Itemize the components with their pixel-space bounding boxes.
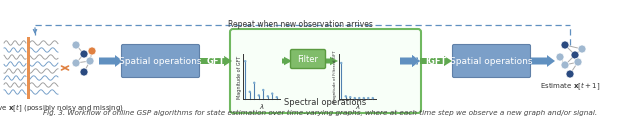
Text: GFT: GFT (207, 57, 225, 66)
Text: Spatial operations: Spatial operations (119, 57, 202, 66)
Circle shape (266, 95, 269, 97)
Circle shape (244, 60, 246, 62)
Circle shape (556, 53, 564, 61)
FancyBboxPatch shape (122, 44, 200, 77)
Circle shape (72, 41, 80, 49)
Text: Repeat when new observation arrives: Repeat when new observation arrives (228, 20, 372, 29)
Text: Spectral operations: Spectral operations (284, 98, 366, 107)
Circle shape (257, 94, 260, 97)
Circle shape (358, 97, 360, 99)
Text: IGFT: IGFT (426, 57, 447, 66)
Circle shape (571, 51, 579, 59)
Circle shape (561, 61, 569, 69)
Text: Observe $\mathbf{x}[t]$ (possibly noisy and missing): Observe $\mathbf{x}[t]$ (possibly noisy … (0, 103, 124, 115)
Polygon shape (200, 56, 232, 66)
Circle shape (72, 59, 80, 67)
Circle shape (248, 91, 251, 93)
Text: Estimate $\mathbf{x}[t+1]$: Estimate $\mathbf{x}[t+1]$ (540, 80, 600, 91)
Text: Magnitude of GFT: Magnitude of GFT (237, 55, 241, 99)
Circle shape (367, 97, 369, 99)
Circle shape (276, 96, 278, 98)
Circle shape (566, 70, 574, 78)
Polygon shape (282, 57, 292, 65)
Polygon shape (412, 55, 420, 67)
Polygon shape (531, 55, 555, 67)
Circle shape (80, 68, 88, 76)
Circle shape (578, 45, 586, 53)
FancyBboxPatch shape (291, 49, 326, 68)
Polygon shape (99, 55, 123, 67)
Circle shape (372, 97, 374, 99)
Text: $\lambda$: $\lambda$ (355, 102, 360, 111)
Text: Magnitude of Filtered GFT: Magnitude of Filtered GFT (333, 51, 337, 103)
Circle shape (80, 50, 88, 58)
Circle shape (253, 82, 255, 84)
Circle shape (353, 97, 356, 99)
Circle shape (271, 92, 273, 95)
Text: Fig. 3. Workflow of online GSP algorithms for state estimation over time-varying: Fig. 3. Workflow of online GSP algorithm… (43, 110, 597, 116)
Text: $\lambda$: $\lambda$ (259, 102, 264, 111)
Circle shape (349, 96, 351, 98)
Bar (27, 37, 29, 99)
FancyBboxPatch shape (452, 44, 531, 77)
Polygon shape (324, 57, 338, 65)
Polygon shape (420, 56, 452, 66)
Circle shape (362, 97, 365, 99)
Polygon shape (400, 55, 420, 67)
Circle shape (262, 89, 264, 91)
Circle shape (574, 58, 582, 66)
Circle shape (340, 62, 342, 64)
Circle shape (561, 41, 569, 49)
Circle shape (344, 95, 347, 97)
FancyBboxPatch shape (230, 29, 421, 113)
Circle shape (88, 47, 96, 55)
Text: Filter: Filter (298, 55, 319, 64)
Text: Spatial operations: Spatial operations (451, 57, 532, 66)
Circle shape (86, 57, 94, 65)
